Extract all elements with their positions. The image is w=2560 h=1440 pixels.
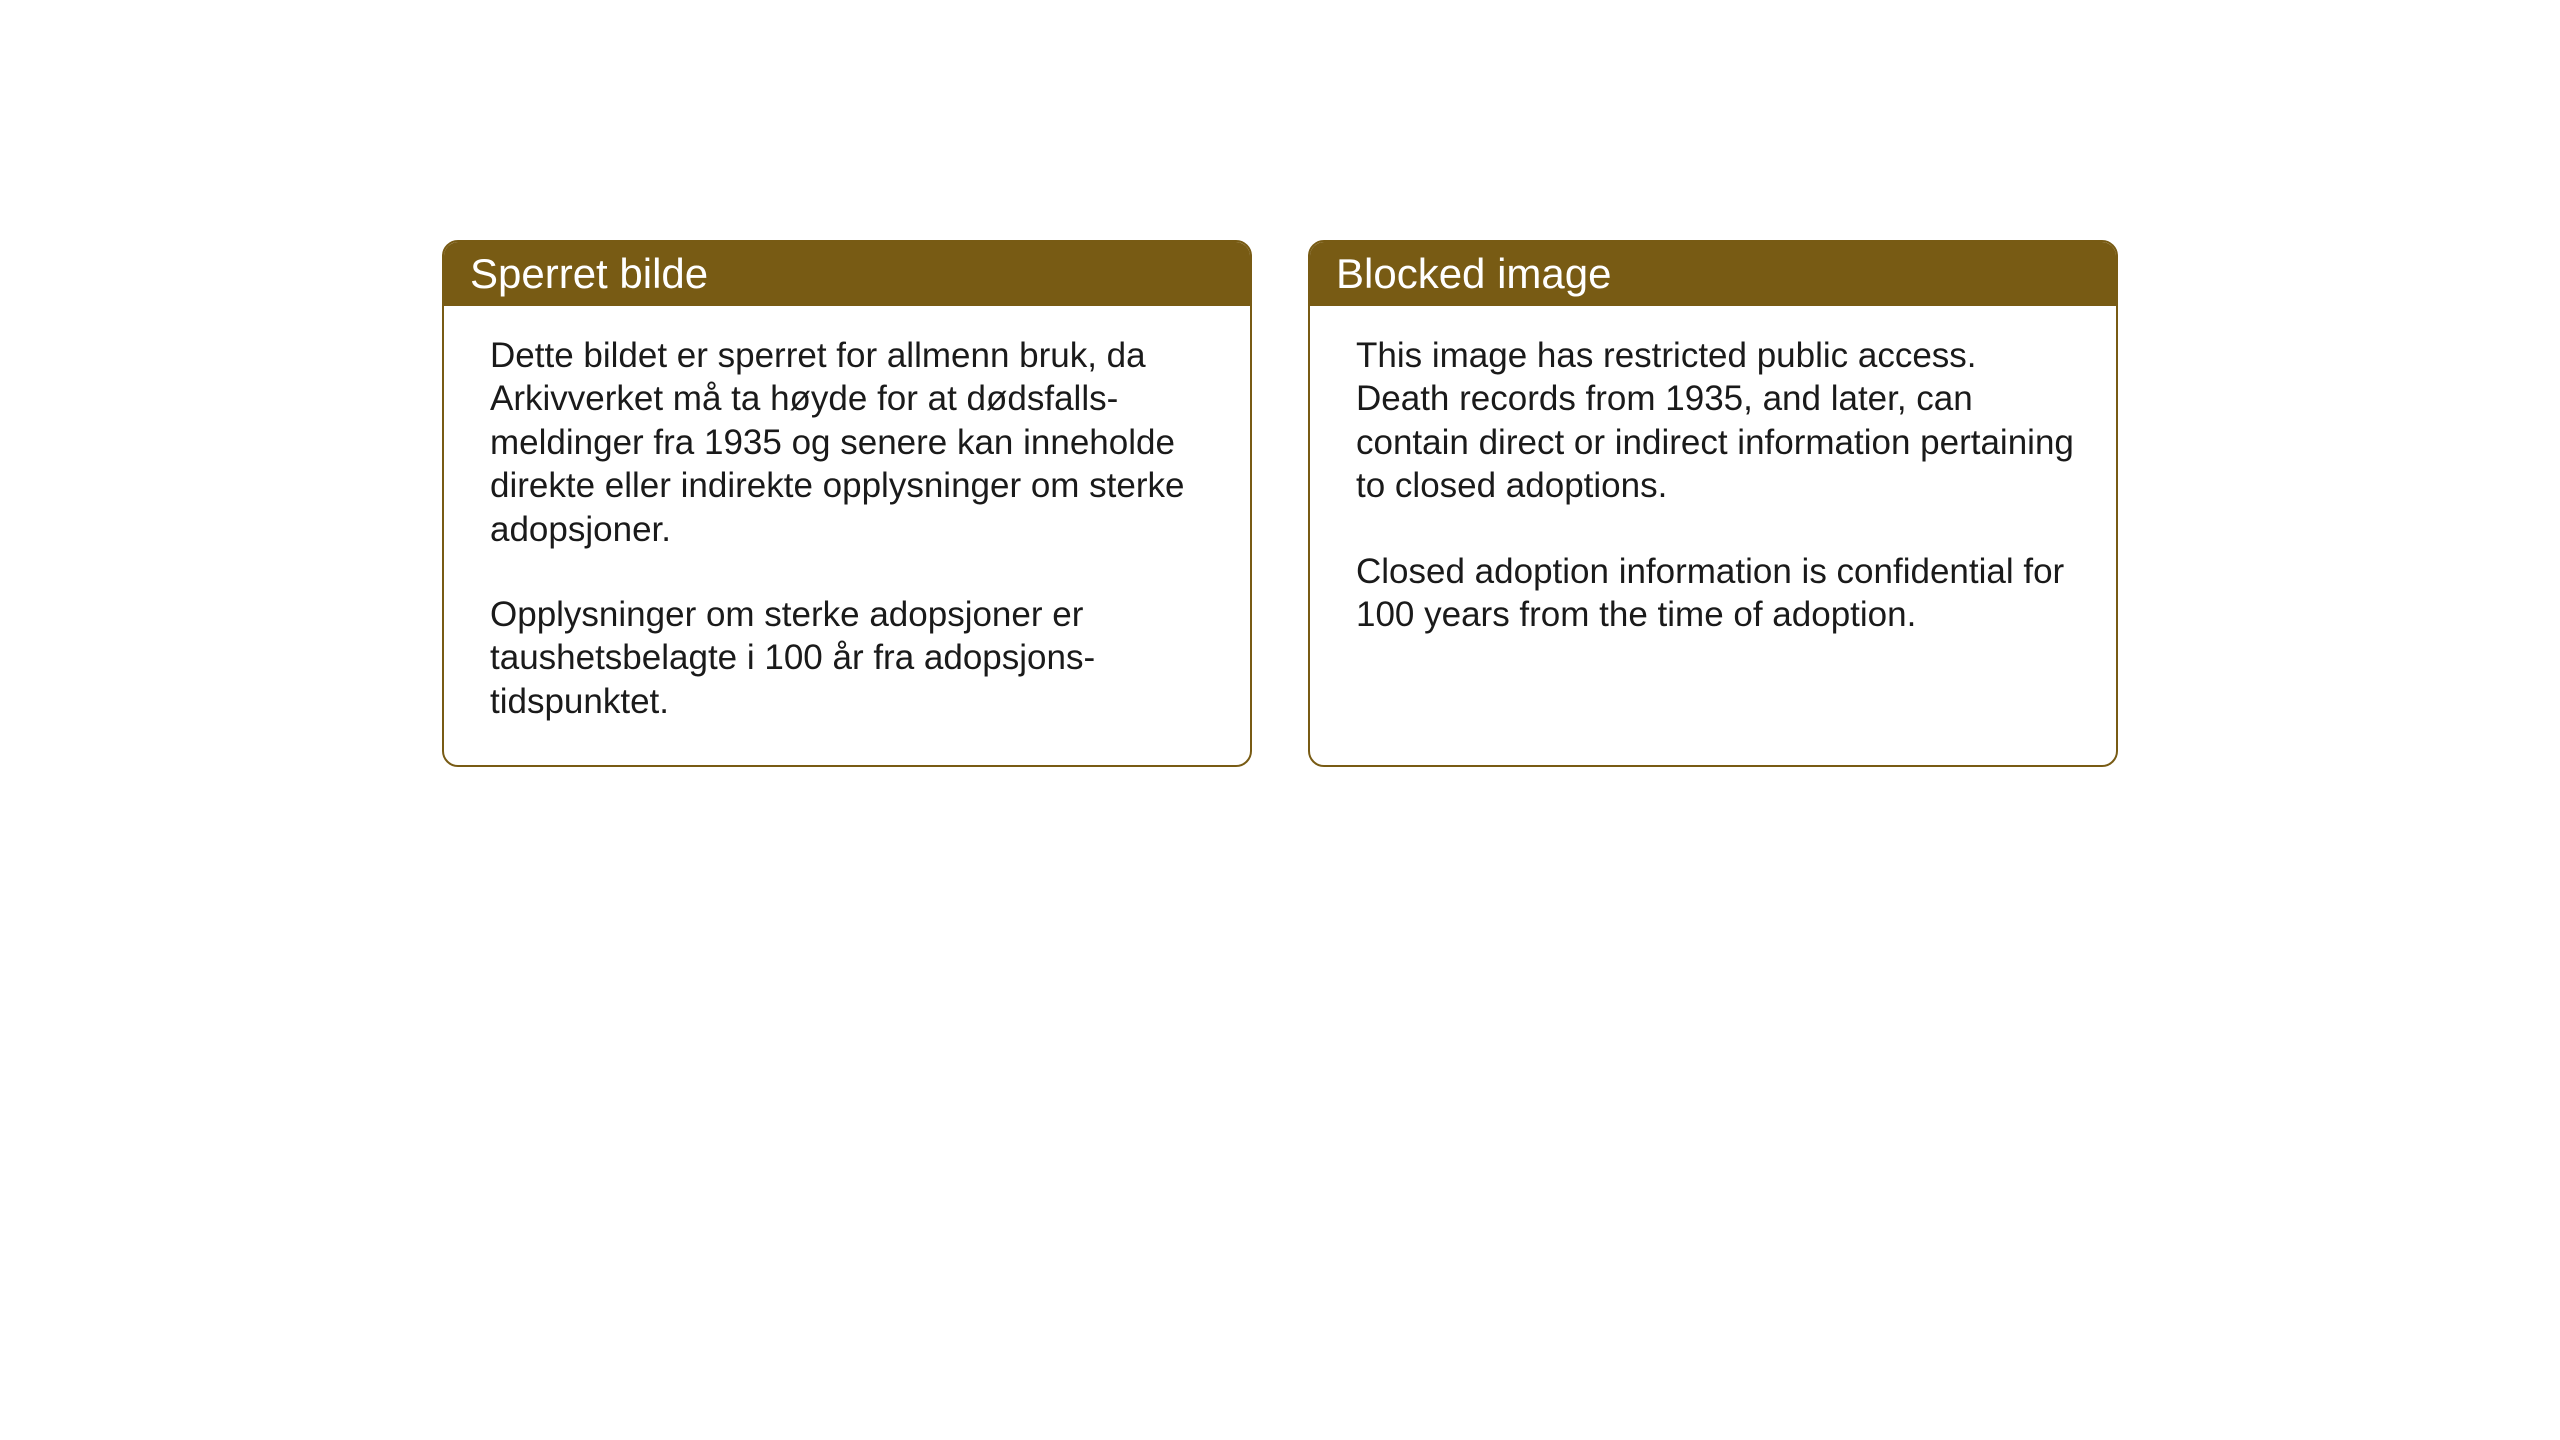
card-paragraph-1-english: This image has restricted public access.… <box>1356 334 2074 508</box>
card-title-norwegian: Sperret bilde <box>470 250 708 297</box>
card-paragraph-2-english: Closed adoption information is confident… <box>1356 550 2074 637</box>
card-header-english: Blocked image <box>1310 242 2116 306</box>
card-paragraph-1-norwegian: Dette bildet er sperret for allmenn bruk… <box>490 334 1208 551</box>
card-header-norwegian: Sperret bilde <box>444 242 1250 306</box>
card-body-english: This image has restricted public access.… <box>1310 306 2116 678</box>
card-body-norwegian: Dette bildet er sperret for allmenn bruk… <box>444 306 1250 765</box>
notice-cards-container: Sperret bilde Dette bildet er sperret fo… <box>442 240 2118 767</box>
notice-card-english: Blocked image This image has restricted … <box>1308 240 2118 767</box>
card-title-english: Blocked image <box>1336 250 1611 297</box>
card-paragraph-2-norwegian: Opplysninger om sterke adopsjoner er tau… <box>490 593 1208 723</box>
notice-card-norwegian: Sperret bilde Dette bildet er sperret fo… <box>442 240 1252 767</box>
